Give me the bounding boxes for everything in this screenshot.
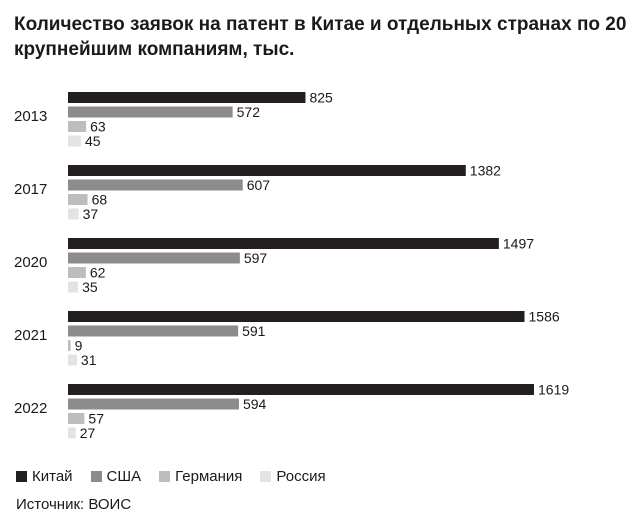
bar-china-2021 [68, 311, 525, 322]
bar-china-2013 [68, 92, 306, 103]
bar-usa-2022 [68, 398, 239, 410]
value-label-russia-2021: 31 [81, 352, 97, 368]
legend-label-china: Китай [32, 468, 73, 485]
legend-swatch-germany [159, 471, 171, 482]
bar-germany-2013 [68, 121, 87, 132]
legend-item-china: Китай [16, 468, 73, 485]
bar-china-2017 [68, 165, 466, 176]
year-label-2013: 2013 [14, 108, 47, 125]
value-label-china-2020: 1497 [503, 236, 534, 252]
bar-china-2020 [68, 238, 499, 249]
bar-germany-2020 [68, 267, 86, 278]
year-label-2022: 2022 [14, 400, 47, 417]
legend-label-usa: США [106, 468, 142, 485]
year-label-2021: 2021 [14, 327, 47, 344]
year-label-2017: 2017 [14, 181, 47, 198]
value-label-china-2021: 1586 [529, 309, 560, 325]
legend: Китай США Германия Россия [16, 468, 326, 485]
bar-germany-2022 [68, 413, 85, 424]
bar-russia-2022 [68, 427, 76, 439]
legend-swatch-russia [260, 471, 272, 482]
bar-usa-2021 [68, 325, 239, 337]
legend-item-germany: Германия [159, 468, 242, 485]
chart-title: Количество заявок на патент в Китае и от… [14, 14, 627, 60]
legend-swatch-china [16, 471, 27, 482]
legend-label-germany: Германия [175, 468, 243, 485]
value-label-usa-2020: 597 [244, 250, 268, 266]
bar-russia-2013 [68, 135, 81, 147]
bar-russia-2017 [68, 208, 79, 220]
bar-russia-2021 [68, 354, 77, 366]
source-note: Источник: ВОИС [16, 496, 132, 513]
bar-russia-2020 [68, 281, 79, 293]
value-label-china-2017: 1382 [470, 163, 501, 179]
value-label-russia-2013: 45 [85, 133, 101, 149]
bar-usa-2020 [68, 252, 240, 264]
legend-item-usa: США [90, 468, 142, 485]
bar-germany-2021 [68, 340, 71, 351]
value-label-russia-2022: 27 [80, 425, 96, 441]
legend-item-russia: Россия [260, 468, 326, 485]
value-label-germany-2022: 57 [88, 411, 104, 427]
value-label-usa-2013: 572 [237, 104, 261, 120]
bar-china-2022 [68, 384, 534, 395]
value-label-usa-2017: 607 [247, 177, 271, 193]
legend-label-russia: Россия [276, 468, 326, 485]
value-label-usa-2022: 594 [243, 396, 267, 412]
value-label-russia-2017: 37 [83, 206, 99, 222]
value-label-usa-2021: 591 [242, 323, 266, 339]
value-label-china-2013: 825 [309, 90, 333, 106]
bar-germany-2017 [68, 194, 88, 205]
value-label-germany-2020: 62 [90, 265, 106, 281]
value-label-germany-2017: 68 [92, 192, 108, 208]
value-label-germany-2013: 63 [90, 119, 106, 135]
value-label-russia-2020: 35 [82, 279, 98, 295]
value-label-germany-2021: 9 [75, 338, 83, 354]
bar-usa-2013 [68, 106, 233, 118]
value-label-china-2022: 1619 [538, 382, 569, 398]
year-label-2020: 2020 [14, 254, 47, 271]
bar-usa-2017 [68, 179, 243, 191]
legend-swatch-usa [90, 471, 102, 482]
